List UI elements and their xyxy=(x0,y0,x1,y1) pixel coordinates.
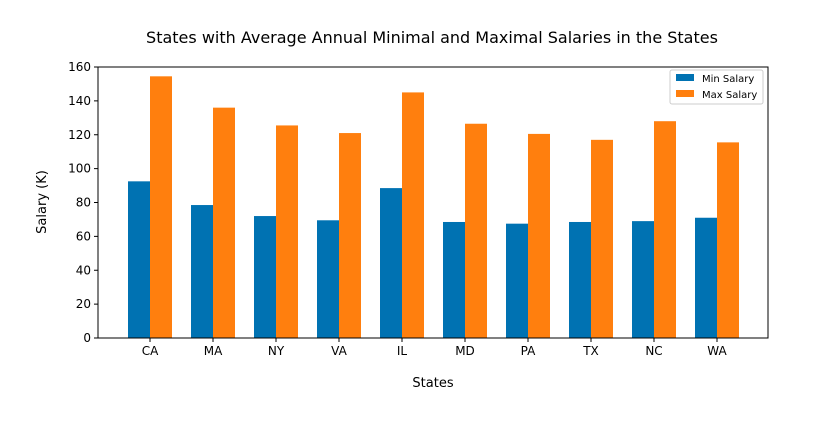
bar-min-salary-ma xyxy=(191,205,213,338)
bar-max-salary-nc xyxy=(654,121,676,338)
y-tick-label: 80 xyxy=(76,196,91,210)
bar-min-salary-va xyxy=(317,220,339,338)
bar-max-salary-tx xyxy=(591,139,613,338)
bar-max-salary-ny xyxy=(276,125,298,338)
x-tick-label: VA xyxy=(331,344,347,358)
bar-min-salary-nc xyxy=(632,221,654,338)
bar-max-salary-ma xyxy=(213,107,235,339)
x-tick-label: NY xyxy=(268,344,285,358)
x-tick-label: IL xyxy=(397,344,408,358)
bar-min-salary-pa xyxy=(506,223,528,338)
y-tick-label: 40 xyxy=(76,263,91,277)
bar-min-salary-wa xyxy=(695,217,717,338)
y-tick-label: 120 xyxy=(68,128,91,142)
y-tick-label: 60 xyxy=(76,229,91,243)
bar-max-salary-ca xyxy=(150,76,172,339)
y-axis-label: Salary (K) xyxy=(35,170,50,234)
legend-swatch-max xyxy=(676,90,694,97)
bar-max-salary-va xyxy=(339,133,361,338)
x-tick-label: TX xyxy=(582,344,599,358)
y-tick-label: 160 xyxy=(68,60,91,74)
x-axis-label: States xyxy=(412,376,453,391)
bar-min-salary-md xyxy=(443,221,465,338)
bars xyxy=(128,76,739,339)
bar-max-salary-wa xyxy=(717,142,739,338)
y-tick-label: 100 xyxy=(68,162,91,176)
y-tick-label: 140 xyxy=(68,94,91,108)
bar-min-salary-tx xyxy=(569,221,591,338)
x-tick-label: CA xyxy=(142,344,159,358)
legend-label-min: Min Salary xyxy=(702,74,754,85)
bar-max-salary-il xyxy=(402,92,424,338)
bar-max-salary-md xyxy=(465,123,487,338)
bar-max-salary-pa xyxy=(528,133,550,338)
x-tick-label: PA xyxy=(521,344,536,358)
plot-frame xyxy=(97,66,769,339)
x-axis: CA MA NY VA IL MD PA TX NC WA xyxy=(142,338,727,358)
legend: Min Salary Max Salary xyxy=(669,69,764,105)
y-axis: 0 20 40 60 80 100 120 140 160 xyxy=(68,60,98,345)
x-tick-label: MA xyxy=(204,344,223,358)
x-tick-label: MD xyxy=(455,344,475,358)
bar-min-salary-ny xyxy=(254,216,276,338)
bar-min-salary-il xyxy=(380,188,402,338)
y-tick-label: 20 xyxy=(76,297,91,311)
y-tick-label: 0 xyxy=(83,331,91,345)
chart-title: States with Average Annual Minimal and M… xyxy=(146,28,718,47)
legend-label-max: Max Salary xyxy=(702,90,757,101)
legend-swatch-min xyxy=(676,74,694,81)
x-tick-label: NC xyxy=(645,344,662,358)
bar-min-salary-ca xyxy=(128,181,150,338)
x-tick-label: WA xyxy=(707,344,727,358)
